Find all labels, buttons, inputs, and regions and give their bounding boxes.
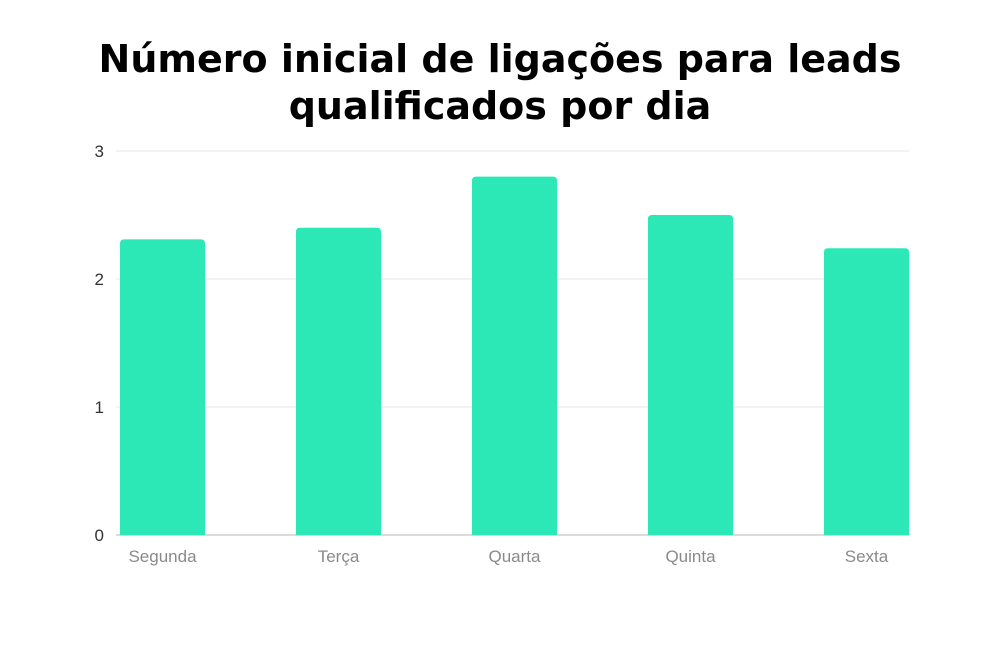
bar-quarta bbox=[472, 176, 557, 535]
x-tick-label: Segunda bbox=[128, 547, 197, 566]
y-tick-label: 2 bbox=[95, 270, 104, 289]
y-tick-label: 0 bbox=[95, 526, 104, 545]
y-axis-ticks: 0 1 2 3 bbox=[95, 142, 104, 545]
bar-segunda bbox=[120, 239, 205, 535]
bars bbox=[120, 176, 909, 536]
x-tick-label: Quarta bbox=[489, 547, 542, 566]
x-tick-label: Terça bbox=[318, 547, 360, 566]
bar-quinta bbox=[648, 215, 733, 535]
chart-title-line-1: Número inicial de ligações para leads bbox=[98, 37, 902, 81]
chart-title-line-2: qualificados por dia bbox=[288, 84, 712, 128]
x-tick-label: Quinta bbox=[665, 547, 716, 566]
x-tick-label: Sexta bbox=[845, 547, 889, 566]
chart-title: Número inicial de ligações para leads qu… bbox=[0, 36, 1000, 130]
bar-terça bbox=[296, 227, 381, 536]
y-tick-label: 1 bbox=[95, 398, 104, 417]
y-tick-label: 3 bbox=[95, 142, 104, 161]
x-axis-ticks: Segunda Terça Quarta Quinta Sexta bbox=[128, 547, 888, 566]
bar-sexta bbox=[824, 248, 909, 535]
